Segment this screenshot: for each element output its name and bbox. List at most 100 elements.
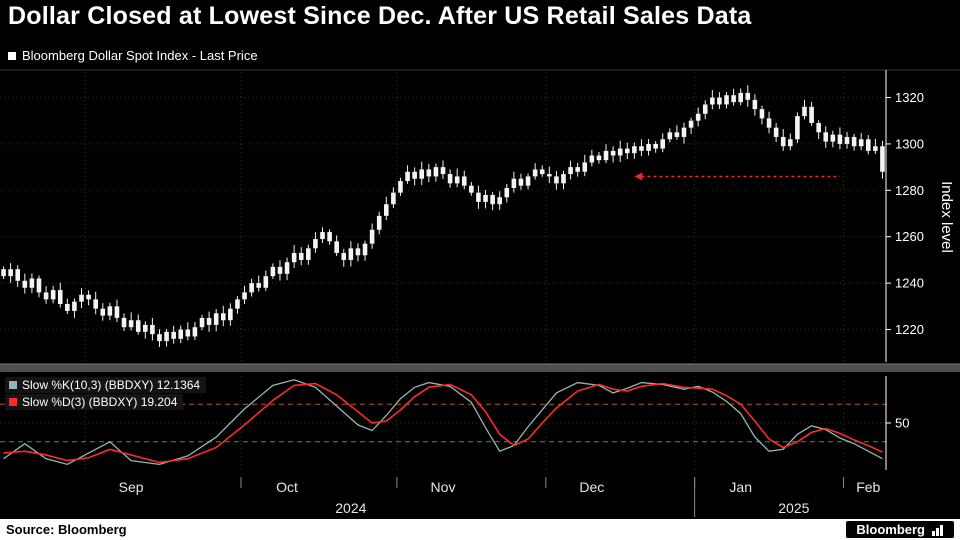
candle-body [844, 136, 850, 144]
candle-body [717, 97, 722, 105]
candle-body [298, 252, 304, 260]
candle-body [780, 136, 786, 147]
candle-body [582, 162, 588, 172]
candle-body [72, 301, 77, 311]
footer-bar: Source: Bloomberg Bloomberg [0, 519, 960, 540]
candle-body [624, 148, 630, 154]
candle-body [398, 181, 403, 193]
candle-body [518, 178, 524, 186]
candle-body [554, 176, 559, 184]
stochastic-legend: Slow %K(10,3) (BBDXY) 12.1364 Slow %D(3)… [5, 377, 207, 410]
candle-body [178, 329, 184, 339]
candle-body [313, 239, 318, 249]
candle-body [341, 252, 347, 260]
candle-body [114, 306, 120, 318]
month-label: Feb [856, 479, 880, 495]
candle-body [759, 109, 765, 119]
candle-body [8, 269, 13, 277]
candle-body [497, 197, 503, 205]
slow-k-marker-icon [9, 381, 17, 389]
slow-k-legend-row: Slow %K(10,3) (BBDXY) 12.1364 [5, 377, 207, 393]
slow-k-label: Slow %K(10,3) (BBDXY) 12.1364 [22, 378, 201, 392]
candle-body [511, 178, 517, 188]
candle-body [681, 127, 687, 137]
candle-body [830, 134, 836, 142]
year-label: 2025 [778, 500, 809, 516]
arrow-head-icon [634, 172, 643, 181]
candle-body [632, 146, 637, 154]
candle-body [865, 139, 871, 151]
slow-d-legend-row: Slow %D(3) (BBDXY) 19.204 [5, 394, 184, 410]
candle-body [419, 169, 425, 179]
candle-body [206, 317, 212, 325]
source-label: Source: Bloomberg [6, 522, 127, 537]
chart-title: Dollar Closed at Lowest Since Dec. After… [8, 2, 752, 30]
candle-body [43, 292, 49, 300]
candle-body [327, 232, 332, 242]
candle-body [405, 171, 410, 182]
candle-body [1, 269, 6, 277]
candle-body [433, 167, 439, 177]
candle-body [291, 252, 297, 263]
candle-body [199, 317, 205, 328]
candle-body [617, 148, 623, 156]
series-marker-icon [8, 51, 16, 60]
candle-body [348, 248, 354, 260]
ytick-label: 1300 [895, 136, 924, 151]
month-label: Jan [729, 479, 752, 495]
candle-body [376, 215, 382, 230]
candle-body [65, 304, 70, 311]
ytick-label: 1280 [895, 183, 924, 198]
panel-separator[interactable] [0, 364, 960, 372]
slow-d-line [3, 382, 883, 464]
ytick-label: 1240 [895, 276, 924, 291]
candle-body [525, 176, 531, 186]
candle-body [504, 188, 510, 198]
candle-body [667, 132, 673, 140]
main-series-legend: Bloomberg Dollar Spot Index - Last Price [8, 48, 258, 63]
month-label: Sep [119, 479, 144, 495]
candle-body [242, 292, 247, 300]
candle-body [688, 120, 694, 128]
candle-body [157, 334, 162, 342]
candle-body [220, 313, 226, 321]
candle-body [383, 204, 389, 216]
candle-body [858, 139, 864, 147]
candle-body [192, 327, 198, 337]
candle-body [788, 139, 793, 147]
candle-body [873, 146, 878, 151]
candle-body [50, 290, 56, 300]
bloomberg-logo: Bloomberg [846, 521, 954, 538]
candle-body [263, 276, 269, 288]
candle-body [256, 283, 262, 288]
candle-body [355, 248, 361, 256]
candle-body [837, 134, 843, 144]
candle-body [171, 331, 176, 339]
candle-body [57, 290, 63, 304]
candle-body [93, 299, 98, 309]
bloomberg-logo-text: Bloomberg [856, 522, 925, 537]
candle-body [334, 241, 339, 253]
month-label: Dec [579, 479, 604, 495]
candle-body [29, 278, 35, 288]
candle-body [128, 320, 134, 328]
candle-body [79, 294, 84, 302]
candle-body [596, 155, 602, 161]
candle-body [369, 229, 375, 244]
candle-body [603, 150, 609, 161]
candle-body [447, 174, 453, 184]
candle-body [476, 192, 481, 202]
month-label: Oct [276, 479, 298, 495]
candle-body [851, 136, 857, 147]
main-series-label: Bloomberg Dollar Spot Index - Last Price [22, 48, 258, 63]
slow-k-line [3, 379, 883, 466]
candle-body [249, 283, 254, 293]
ytick-label: 1220 [895, 322, 924, 337]
candle-body [610, 150, 616, 156]
candle-body [710, 97, 715, 105]
candle-body [277, 266, 283, 274]
ytick-label: 1320 [895, 90, 924, 105]
y-axis-title: Index level [938, 181, 955, 253]
candle-body [738, 92, 743, 103]
